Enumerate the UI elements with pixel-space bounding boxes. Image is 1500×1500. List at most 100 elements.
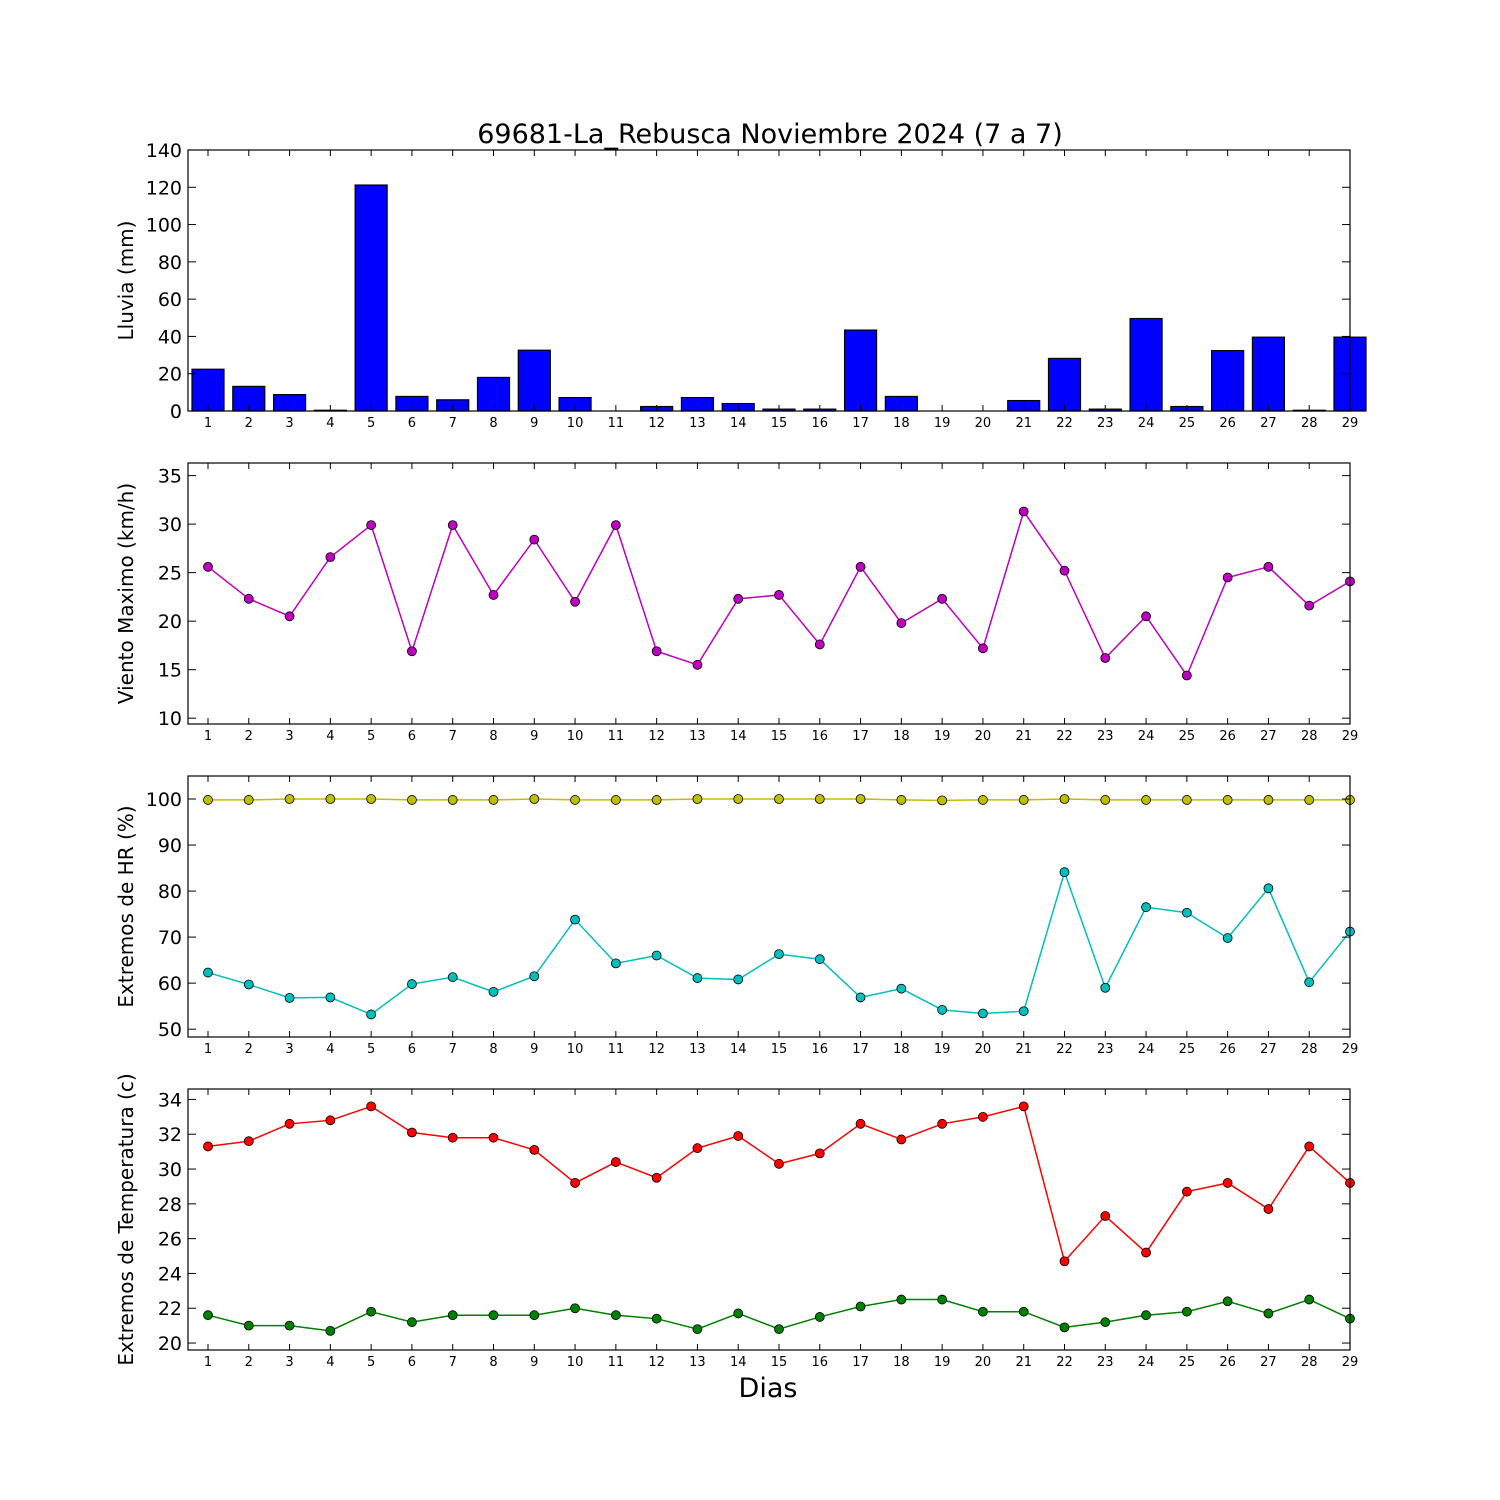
data-point-2-2 xyxy=(243,979,254,990)
data-point-1-22 xyxy=(1059,1256,1070,1267)
y-tick-label: 22 xyxy=(158,1298,182,1320)
data-point-2-19 xyxy=(937,1004,948,1015)
data-point-1-20 xyxy=(978,1111,988,1122)
x-tick-label: 9 xyxy=(530,729,538,744)
data-point-1-3 xyxy=(284,794,295,804)
x-tick-label: 26 xyxy=(1219,1355,1236,1370)
x-tick-label: 12 xyxy=(648,1042,665,1057)
data-point-1-19 xyxy=(937,1118,948,1129)
data-point-2-6 xyxy=(407,979,417,989)
x-tick-label: 19 xyxy=(934,1042,951,1057)
y-tick-label: 80 xyxy=(158,252,182,274)
x-tick-label: 4 xyxy=(326,1042,334,1057)
x-tick-label: 11 xyxy=(608,1355,625,1370)
x-tick-label: 4 xyxy=(326,416,334,431)
x-tick-label: 24 xyxy=(1138,729,1155,744)
data-point-1-17 xyxy=(855,1118,866,1129)
data-point-1-15 xyxy=(774,794,784,804)
data-point-2-28 xyxy=(1304,1294,1315,1305)
x-tick-label: 3 xyxy=(285,729,293,744)
data-point-1-27 xyxy=(1263,561,1274,572)
x-tick-label: 20 xyxy=(975,1042,992,1057)
x-tick-label: 26 xyxy=(1219,1042,1236,1057)
y-axis-label: Extremos de Temperatura (c) xyxy=(114,1073,138,1365)
data-point-2-6 xyxy=(407,1317,417,1328)
x-tick-label: 25 xyxy=(1179,729,1196,744)
y-tick-label: 20 xyxy=(158,364,182,386)
data-point-2-18 xyxy=(896,983,907,994)
data-point-1-21 xyxy=(1018,795,1029,805)
data-point-1-6 xyxy=(407,1127,417,1138)
x-tick-label: 5 xyxy=(367,1355,375,1370)
x-tick-label: 29 xyxy=(1342,1355,1359,1370)
data-point-2-22 xyxy=(1059,1322,1070,1333)
data-point-2-25 xyxy=(1181,1306,1192,1317)
figure-title: 69681-La_Rebusca Noviembre 2024 (7 a 7) xyxy=(477,119,1063,150)
y-tick-label: 20 xyxy=(158,1333,182,1355)
y-tick-label: 24 xyxy=(158,1263,182,1285)
data-point-2-26 xyxy=(1222,1296,1233,1307)
x-tick-label: 1 xyxy=(204,1042,212,1057)
x-tick-label: 16 xyxy=(812,1355,829,1370)
x-tick-label: 13 xyxy=(689,729,706,744)
x-tick-label: 13 xyxy=(689,1042,706,1057)
y-tick-label: 30 xyxy=(158,1159,182,1181)
x-tick-label: 24 xyxy=(1138,1042,1155,1057)
data-point-1-27 xyxy=(1263,795,1274,805)
x-tick-label: 7 xyxy=(449,1355,457,1370)
data-point-1-28 xyxy=(1304,795,1315,805)
data-point-2-15 xyxy=(774,949,784,960)
y-tick-label: 10 xyxy=(158,708,182,730)
x-tick-label: 21 xyxy=(1015,416,1032,431)
x-tick-label: 24 xyxy=(1138,416,1155,431)
x-axis-label: Dias xyxy=(739,1373,798,1404)
y-tick-label: 26 xyxy=(158,1229,182,1251)
data-point-2-23 xyxy=(1100,1317,1111,1328)
y-tick-label: 35 xyxy=(158,466,182,488)
data-point-1-4 xyxy=(325,794,336,804)
x-tick-label: 27 xyxy=(1260,1355,1277,1370)
y-axis-label: Lluvia (mm) xyxy=(114,221,138,341)
data-point-1-14 xyxy=(733,1131,744,1141)
x-tick-label: 4 xyxy=(326,729,334,744)
y-tick-label: 100 xyxy=(146,215,182,237)
x-tick-label: 19 xyxy=(934,1355,951,1370)
data-point-1-24 xyxy=(1141,611,1151,622)
x-tick-label: 2 xyxy=(245,729,253,744)
x-tick-label: 23 xyxy=(1097,1355,1114,1370)
y-tick-label: 15 xyxy=(158,660,182,682)
x-tick-label: 10 xyxy=(567,1042,584,1057)
data-point-2-21 xyxy=(1018,1306,1029,1317)
data-point-1-1 xyxy=(203,1141,213,1152)
x-tick-label: 27 xyxy=(1260,416,1277,431)
data-point-2-3 xyxy=(284,992,295,1003)
x-tick-label: 24 xyxy=(1138,1355,1155,1370)
x-tick-label: 22 xyxy=(1056,1042,1073,1057)
data-point-2-19 xyxy=(937,1294,948,1305)
y-tick-label: 50 xyxy=(158,1019,182,1041)
x-tick-label: 4 xyxy=(326,1355,334,1370)
bar-5 xyxy=(354,184,388,412)
data-point-1-11 xyxy=(610,520,621,530)
y-tick-label: 34 xyxy=(158,1089,182,1111)
data-point-2-24 xyxy=(1141,1310,1151,1321)
x-tick-label: 9 xyxy=(530,1042,538,1057)
x-tick-label: 11 xyxy=(608,729,625,744)
bar-27 xyxy=(1251,336,1286,412)
x-tick-label: 2 xyxy=(245,416,253,431)
x-tick-label: 25 xyxy=(1179,1042,1196,1057)
x-tick-label: 21 xyxy=(1015,1042,1032,1057)
data-point-2-10 xyxy=(570,914,580,925)
data-point-1-7 xyxy=(447,795,458,805)
data-point-2-11 xyxy=(610,958,621,969)
data-point-2-25 xyxy=(1181,907,1192,918)
data-point-2-26 xyxy=(1222,933,1233,943)
x-tick-label: 20 xyxy=(975,729,992,744)
y-axis-label: Viento Maximo (km/h) xyxy=(114,483,138,704)
data-point-1-17 xyxy=(855,794,866,804)
x-tick-label: 16 xyxy=(812,1042,829,1057)
data-point-1-17 xyxy=(855,561,866,572)
